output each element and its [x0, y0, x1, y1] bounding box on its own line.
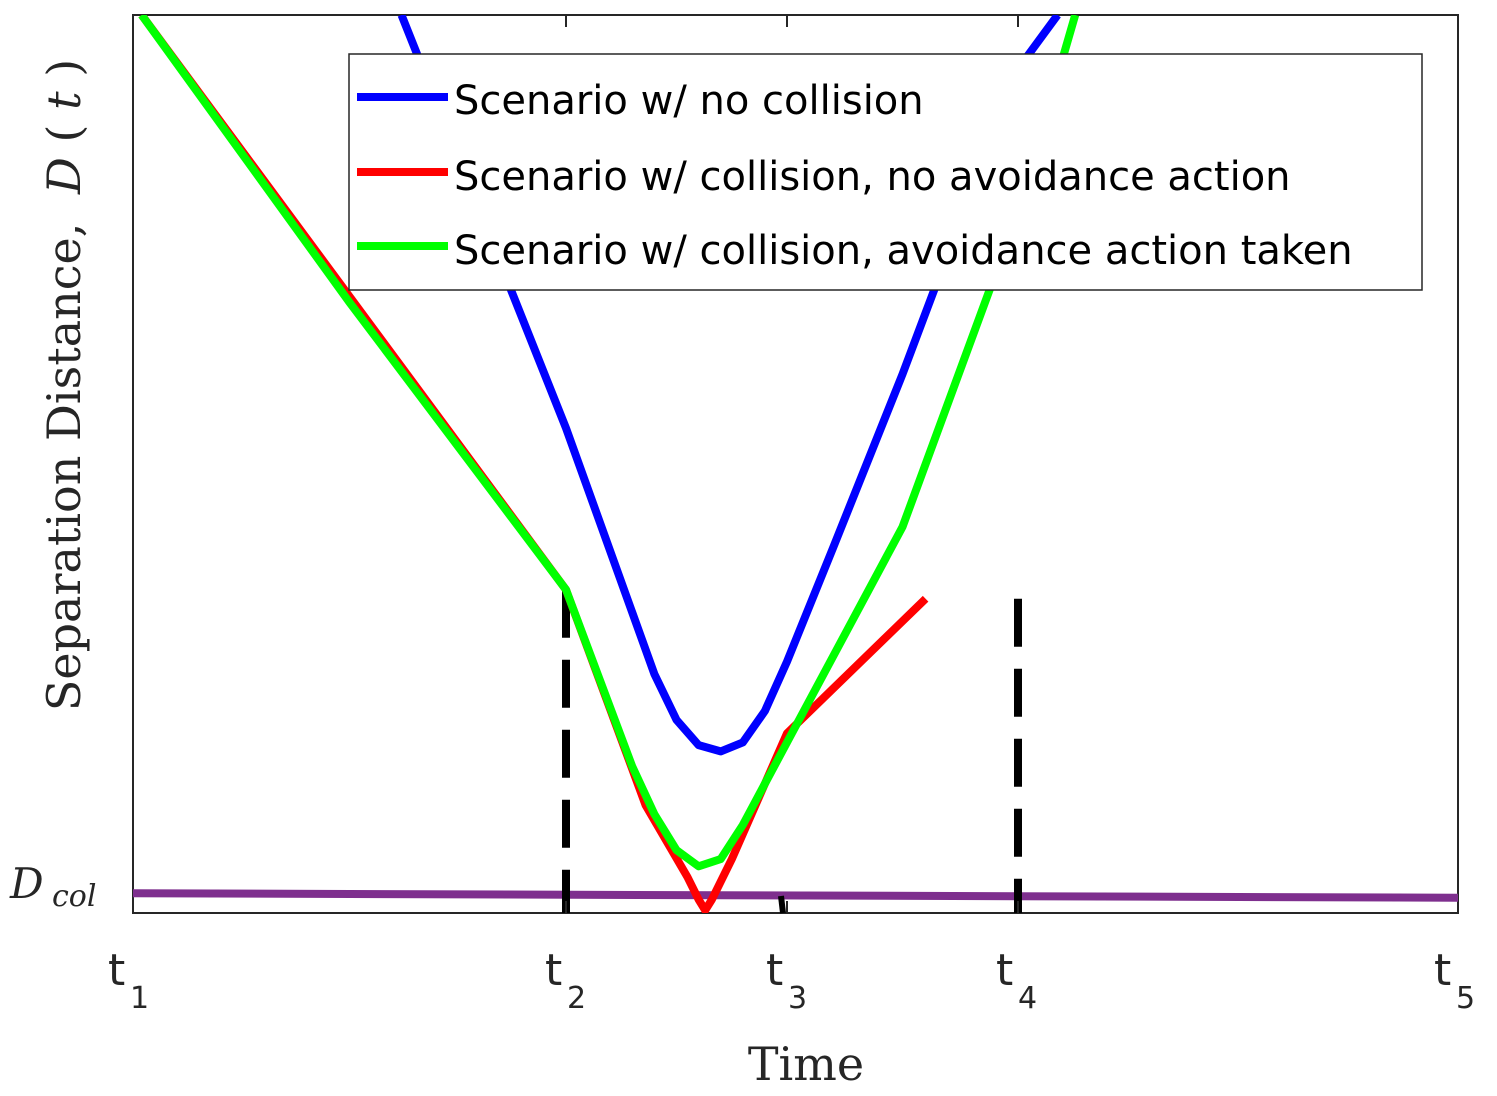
x-tick-base: t: [545, 945, 562, 996]
x-tick-base: t: [996, 945, 1013, 996]
x-tick-label-t1: t 1: [108, 945, 149, 1016]
series-line-collision-avoidance-taken: [138, 15, 1080, 871]
y-axis-label-paren-close: ): [37, 59, 91, 77]
legend: Scenario w/ no collision Scenario w/ col…: [348, 53, 1423, 291]
x-tick-label-t3: t 3: [766, 945, 807, 1016]
y-tick-label-dcol: D col: [9, 859, 96, 914]
y-axis-label-paren-open: (: [37, 125, 91, 143]
y-tick-base: D: [9, 859, 44, 908]
x-tick-sub: 3: [788, 981, 807, 1016]
y-tick-sub: col: [52, 879, 96, 914]
x-axis-label: Time: [748, 1037, 864, 1091]
x-tick-sub: 5: [1456, 981, 1475, 1016]
vertical-marker-t3-stub: [778, 895, 786, 914]
x-tick-sub: 1: [130, 981, 149, 1016]
x-tick-base: t: [108, 945, 125, 996]
y-axis-label-text: Separation Distance,: [37, 223, 91, 712]
x-tick-sub: 2: [567, 981, 586, 1016]
x-tick-base: t: [766, 945, 783, 996]
x-tick-sub: 4: [1018, 981, 1037, 1016]
x-tick-label-t5: t 5: [1434, 945, 1475, 1016]
x-tick-base: t: [1434, 945, 1451, 996]
y-axis-label: Separation Distance, D ( t ): [37, 59, 91, 711]
legend-label-collision-no-avoidance: Scenario w/ collision, no avoidance acti…: [454, 154, 1291, 200]
legend-label-no-collision: Scenario w/ no collision: [454, 78, 924, 124]
x-tick-label-t4: t 4: [996, 945, 1037, 1016]
top-tick-marks: [565, 15, 1019, 913]
y-axis-label-math: D: [37, 157, 91, 195]
legend-label-collision-avoidance-taken: Scenario w/ collision, avoidance action …: [454, 228, 1353, 274]
dcol-reference-line: [132, 889, 1459, 902]
x-tick-label-t2: t 2: [545, 945, 586, 1016]
y-axis-label-var: t: [37, 91, 91, 110]
legend-box: [348, 53, 1423, 291]
